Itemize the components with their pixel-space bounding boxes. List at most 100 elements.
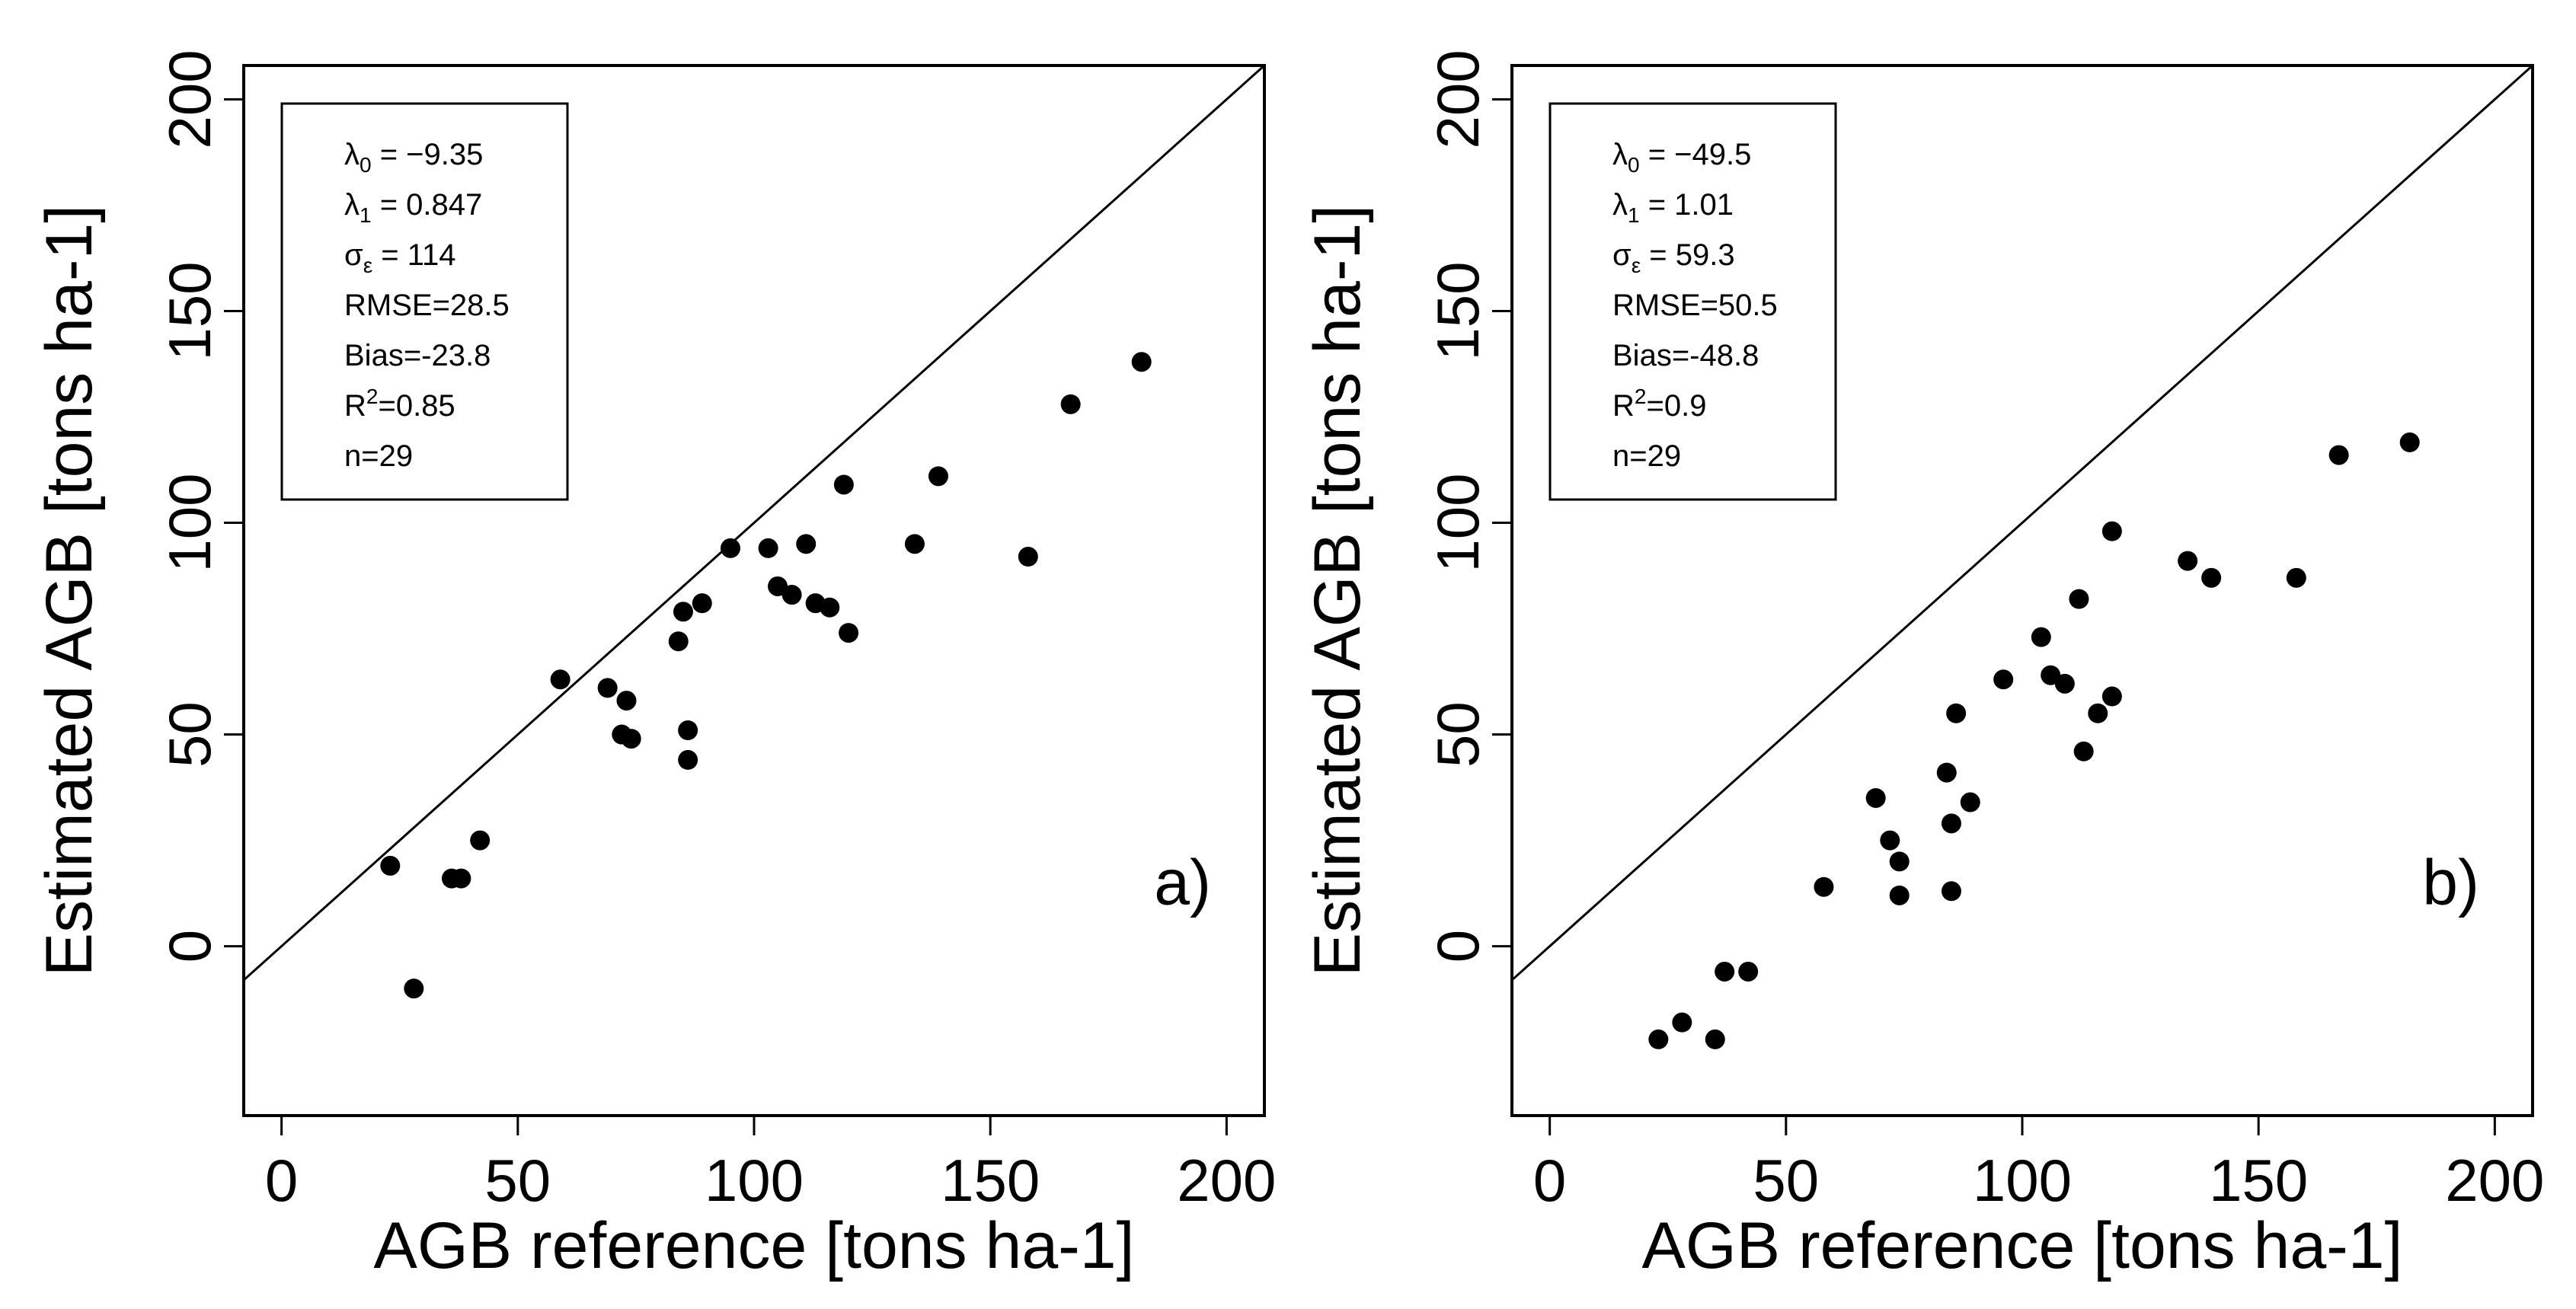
data-point — [678, 720, 698, 740]
stat-symbol: λ — [1612, 188, 1628, 222]
stat-subscript: 0 — [1628, 153, 1640, 177]
data-point — [928, 466, 948, 487]
y-tick-label: 150 — [1424, 261, 1491, 360]
y-tick-label: 0 — [1424, 930, 1491, 963]
data-point — [1865, 787, 1886, 808]
x-tick-label: 150 — [941, 1147, 1040, 1214]
stat-symbol: Bias=-48.8 — [1612, 339, 1759, 372]
stat-line: R2=0.85 — [344, 385, 455, 423]
stat-value: =0.85 — [378, 389, 455, 423]
data-point — [839, 623, 859, 643]
data-point — [678, 749, 698, 770]
stat-value: = −49.5 — [1640, 138, 1752, 171]
stat-symbol: λ — [344, 138, 360, 171]
y-tick-label: 200 — [156, 49, 223, 148]
data-point — [692, 593, 712, 614]
data-point — [451, 868, 471, 889]
data-point — [2399, 432, 2420, 452]
stats-box — [280, 102, 569, 501]
data-point — [1060, 394, 1081, 414]
stat-subscript: ε — [363, 254, 372, 277]
data-point — [1941, 813, 1961, 834]
data-point — [470, 830, 491, 851]
data-point — [758, 538, 778, 558]
stat-line: RMSE=50.5 — [1612, 289, 1778, 322]
y-tick-label: 100 — [156, 473, 223, 572]
stat-line: λ1 = 1.01 — [1612, 188, 1734, 227]
stat-line: n=29 — [344, 439, 413, 473]
stat-subscript: 0 — [360, 153, 372, 177]
data-point — [668, 631, 689, 652]
stat-line: λ1 = 0.847 — [344, 188, 482, 227]
data-point — [1936, 762, 1957, 783]
y-tick-label: 0 — [156, 930, 223, 963]
stat-value: = 1.01 — [1640, 188, 1734, 222]
x-tick-label: 0 — [265, 1147, 298, 1214]
stat-line: RMSE=28.5 — [344, 289, 510, 322]
stat-subscript: 1 — [360, 203, 372, 227]
y-tick-label: 150 — [156, 261, 223, 360]
data-point — [1672, 1012, 1692, 1033]
stat-symbol: n=29 — [344, 439, 413, 473]
data-point — [2073, 741, 2094, 761]
data-point — [2328, 445, 2349, 465]
stat-line: λ0 = −9.35 — [344, 138, 483, 177]
data-point — [820, 597, 840, 618]
y-tick-label: 50 — [1424, 701, 1491, 768]
stat-symbol: RMSE=50.5 — [1612, 289, 1778, 322]
stat-line: Bias=-48.8 — [1612, 339, 1759, 372]
panel-b: 0 50 100 150 200 0 50 100 150 200 AGB reference [t… — [1301, 49, 2544, 1282]
stat-value: =0.9 — [1646, 389, 1706, 423]
panel-tag: a) — [1154, 847, 1211, 918]
data-point — [1715, 961, 1735, 982]
stat-symbol: σ — [1612, 238, 1632, 272]
stat-value: = 114 — [372, 238, 455, 272]
data-point — [2054, 673, 2075, 694]
stat-line: σε = 59.3 — [1612, 238, 1735, 277]
data-point — [1993, 669, 2014, 690]
stat-line: Bias=-23.8 — [344, 339, 491, 372]
data-point — [1960, 792, 1980, 813]
stat-symbol: Bias=-23.8 — [344, 339, 491, 372]
stat-value: = 0.847 — [372, 188, 483, 222]
stat-symbol: λ — [344, 188, 360, 222]
stat-value: = −9.35 — [372, 138, 484, 171]
data-point — [1946, 703, 1967, 723]
one-to-one-line — [1510, 64, 2534, 982]
data-point — [2201, 567, 2222, 588]
y-tick-label: 100 — [1424, 473, 1491, 572]
data-point — [2178, 551, 2198, 571]
stat-line: R2=0.9 — [1612, 385, 1706, 423]
y-tick-label: 50 — [156, 701, 223, 768]
data-point — [2069, 589, 2089, 609]
x-tick-label: 0 — [1533, 1147, 1566, 1214]
stat-symbol: RMSE=28.5 — [344, 289, 510, 322]
data-point — [1880, 830, 1900, 851]
y-tick-label: 200 — [1424, 49, 1491, 148]
stat-superscript: 2 — [366, 385, 379, 408]
data-point — [796, 534, 817, 554]
data-point — [2031, 627, 2051, 647]
stat-line: λ0 = −49.5 — [1612, 138, 1751, 177]
x-tick-label: 200 — [2445, 1147, 2544, 1214]
x-tick-label: 150 — [2209, 1147, 2308, 1214]
data-point — [1941, 881, 1961, 902]
stat-symbol: σ — [344, 238, 363, 272]
data-point — [673, 602, 693, 622]
stat-line: n=29 — [1612, 439, 1681, 473]
data-point — [1738, 961, 1759, 982]
data-point — [1889, 885, 1910, 905]
data-point — [1889, 851, 1910, 872]
y-axis-title: Estimated AGB [tons ha-1] — [1301, 205, 1374, 976]
stat-value: = 59.3 — [1641, 238, 1734, 272]
data-point — [1814, 876, 1834, 897]
data-point — [904, 534, 925, 554]
data-point — [720, 538, 740, 558]
x-axis-title: AGB reference [tons ha-1] — [373, 1209, 1134, 1282]
stat-subscript: 1 — [1628, 203, 1640, 227]
data-point — [1648, 1029, 1669, 1049]
x-tick-label: 100 — [1973, 1147, 2072, 1214]
one-to-one-line — [242, 64, 1266, 982]
data-point — [380, 855, 401, 876]
data-point — [781, 585, 802, 605]
